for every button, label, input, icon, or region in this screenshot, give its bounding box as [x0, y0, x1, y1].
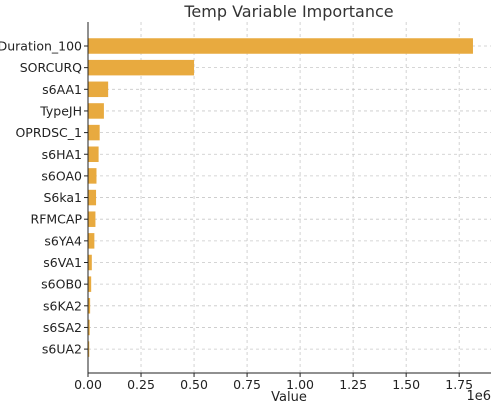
bar-s6YA4 [88, 233, 95, 249]
y-tick-label: S6ka1 [43, 190, 82, 205]
y-tick-label: s6OA0 [41, 168, 82, 183]
bar-OPRDSC_1 [88, 124, 100, 141]
y-tick-label: Duration_100 [0, 39, 82, 54]
x-tick-label: 1.25 [339, 377, 367, 392]
y-tick-label: RFMCAP [31, 212, 83, 227]
x-axis-scale-label: 1e6 [466, 389, 491, 404]
bar-RFMCAP [88, 211, 96, 227]
chart-title: Temp Variable Importance [183, 2, 393, 21]
bar-s6AA1 [88, 81, 109, 98]
x-tick-label: 0.25 [127, 377, 155, 392]
bars [88, 38, 473, 357]
bar-s6SA2 [88, 319, 90, 336]
y-tick-label: OPRDSC_1 [15, 125, 82, 140]
x-tick-label: 1.50 [392, 377, 420, 392]
y-tick-label: SORCURQ [20, 60, 82, 75]
bar-s6HA1 [88, 146, 99, 162]
x-tick-labels: 0.00 0.25 0.50 0.75 1.00 1.25 1.50 1.75 [74, 373, 473, 392]
bar-s6KA2 [88, 298, 91, 314]
y-tick-labels: Duration_100 SORCURQ s6AA1 TypeJH OPRDSC_1 s6… [0, 39, 88, 357]
y-tick-label: s6SA2 [43, 320, 82, 335]
bar-TypeJH [88, 103, 104, 119]
x-axis-label: Value [271, 390, 307, 405]
y-tick-label: TypeJH [39, 103, 82, 118]
y-tick-label: s6VA1 [43, 255, 82, 270]
y-tick-label: s6UA2 [42, 342, 82, 357]
bar-SORCURQ [88, 59, 195, 76]
x-tick-label: 1.00 [286, 377, 314, 392]
bar-s6OA0 [88, 168, 97, 184]
bar-s6OB0 [88, 276, 92, 292]
y-tick-label: s6OB0 [41, 277, 82, 292]
x-tick-label: 1.75 [445, 377, 473, 392]
bar-S6ka1 [88, 189, 97, 206]
x-tick-label: 0.50 [180, 377, 208, 392]
bar-Duration_100 [88, 38, 473, 54]
y-tick-label: s6YA4 [44, 233, 82, 248]
x-tick-label: 0.75 [233, 377, 261, 392]
bar-s6UA2 [88, 341, 90, 357]
y-tick-label: s6KA2 [43, 298, 82, 313]
bar-s6VA1 [88, 254, 92, 271]
y-tick-label: s6AA1 [42, 82, 82, 97]
x-tick-label: 0.00 [74, 377, 102, 392]
y-tick-label: s6HA1 [42, 147, 82, 162]
